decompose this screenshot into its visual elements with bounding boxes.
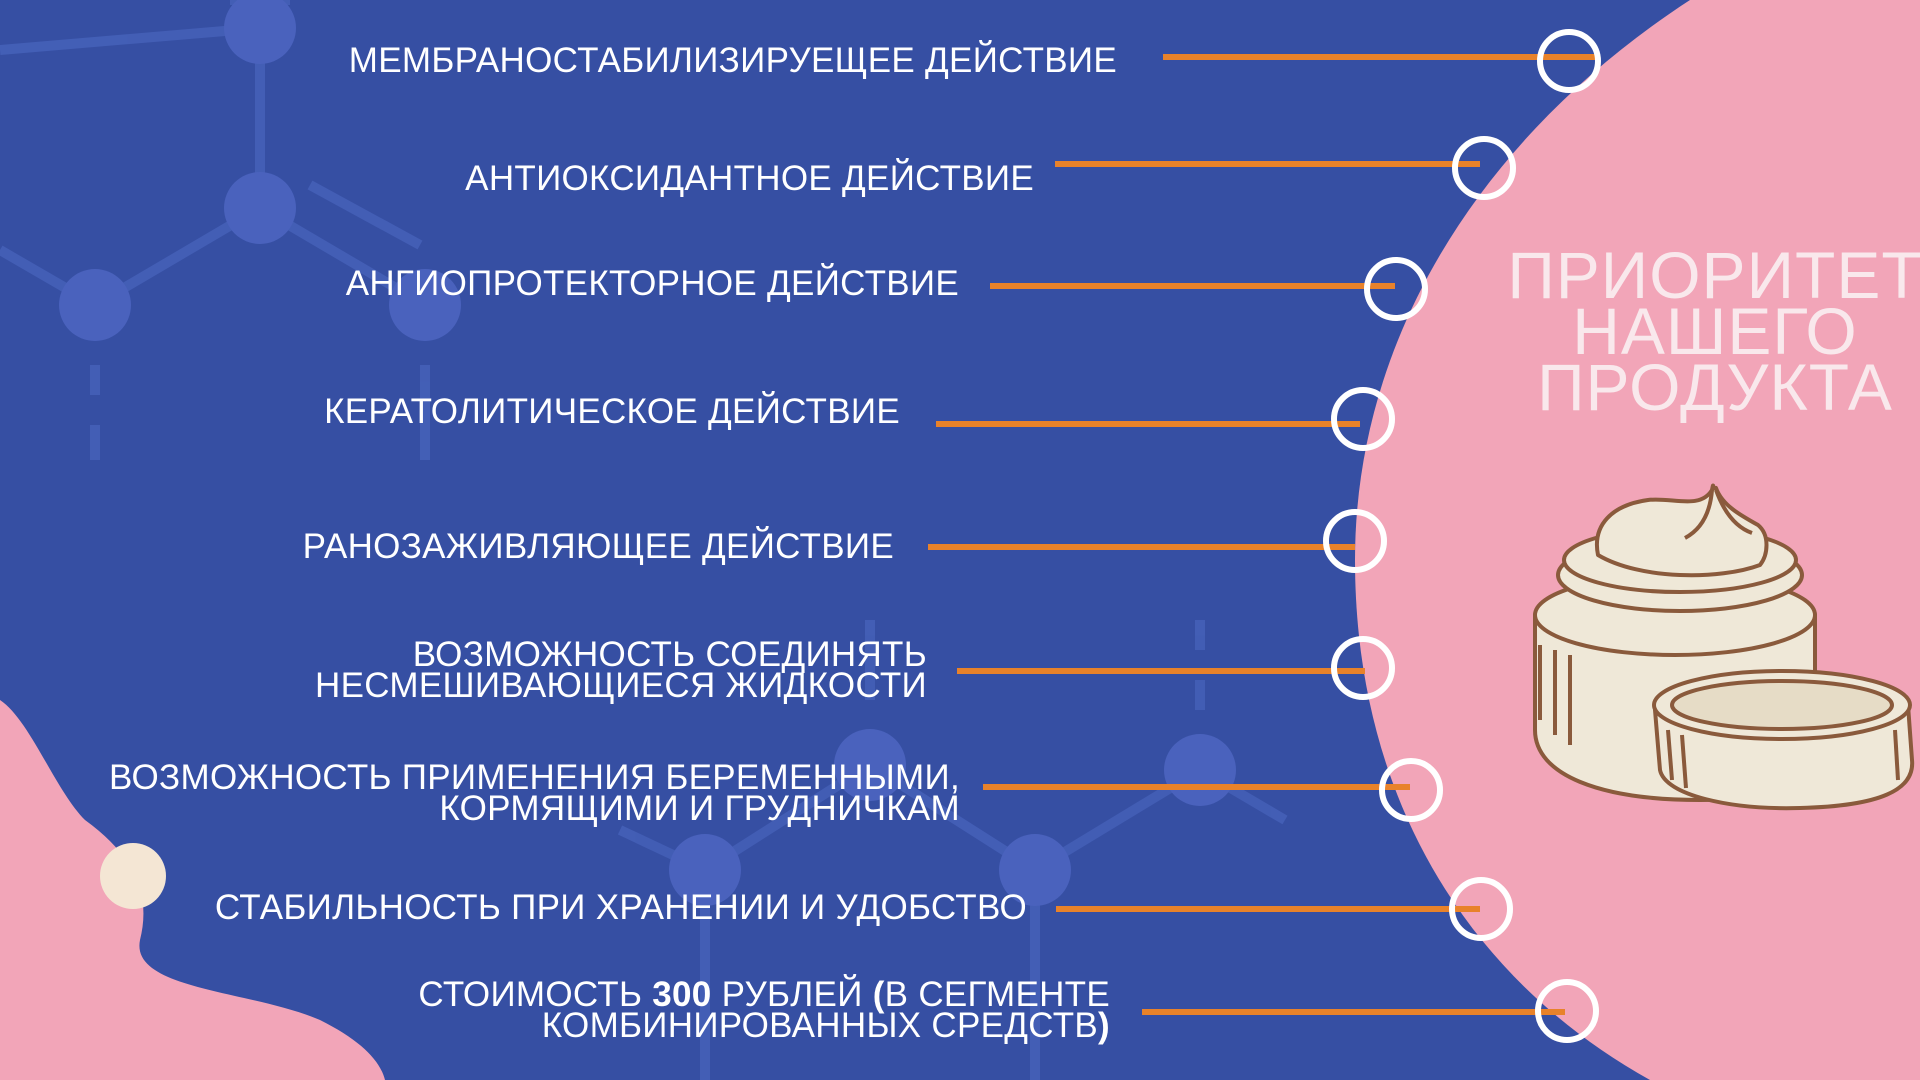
list-item: АНТИОКСИДАНТНОЕ ДЕЙСТВИЕ: [465, 159, 1034, 198]
ring-marker: [1449, 877, 1513, 941]
ring-marker: [1331, 636, 1395, 700]
title-line: ПРОДУКТА: [1537, 350, 1893, 424]
ring-marker: [1535, 979, 1599, 1043]
list-item-text: КЕРАТОЛИТИЧЕСКОЕ ДЕЙСТВИЕ: [324, 392, 900, 431]
list-item-text: КОМБИНИРОВАННЫХ СРЕДСТВ: [541, 1006, 1099, 1045]
list-item-text: РУБЛЕЙ: [711, 975, 873, 1014]
list-item-text: СТОИМОСТЬ: [418, 975, 653, 1014]
pink-left-blob: [0, 700, 385, 1080]
ring-marker: [1331, 387, 1395, 451]
list-item-text: ВОЗМОЖНОСТЬ ПРИМЕНЕНИЯ БЕРЕМЕННЫМИ,: [109, 758, 960, 797]
list-item: ВОЗМОЖНОСТЬ СОЕДИНЯТЬ НЕСМЕШИВАЮЩИЕСЯ ЖИ…: [315, 635, 927, 705]
price-value: 300: [652, 975, 712, 1014]
list-item-text: АНТИОКСИДАНТНОЕ ДЕЙСТВИЕ: [465, 159, 1034, 198]
list-item: СТОИМОСТЬ 300 РУБЛЕЙ (В СЕГМЕНТЕ КОМБИНИ…: [418, 977, 1110, 1043]
bracket-close: ): [1098, 1006, 1110, 1045]
ring-marker: [1323, 509, 1387, 573]
title-line: НАШЕГО: [1572, 294, 1858, 368]
list-item-text: МЕМБРАНОСТАБИЛИЗИРУЕЩЕЕ ДЕЙСТВИЕ: [348, 41, 1117, 80]
ring-marker: [1537, 29, 1601, 93]
list-item-text: РАНОЗАЖИВЛЯЮЩЕЕ ДЕЙСТВИЕ: [302, 527, 894, 566]
list-item: СТАБИЛЬНОСТЬ ПРИ ХРАНЕНИИ И УДОБСТВО: [214, 888, 1027, 927]
list-item: ВОЗМОЖНОСТЬ ПРИМЕНЕНИЯ БЕРЕМЕННЫМИ, КОРМ…: [109, 758, 960, 828]
list-item: МЕМБРАНОСТАБИЛИЗИРУЕЩЕЕ ДЕЙСТВИЕ: [348, 41, 1117, 80]
list-item-text: В СЕГМЕНТЕ: [884, 975, 1110, 1014]
list-item-text: КОРМЯЩИМИ И ГРУДНИЧКАМ: [439, 789, 960, 828]
title-line: ПРИОРИТЕТ: [1507, 238, 1920, 312]
list-item-text: ВОЗМОЖНОСТЬ СОЕДИНЯТЬ: [412, 635, 927, 674]
ring-marker: [1379, 758, 1443, 822]
list-item-text: АНГИОПРОТЕКТОРНОЕ ДЕЙСТВИЕ: [345, 264, 959, 303]
list-item-text: НЕСМЕШИВАЮЩИЕСЯ ЖИДКОСТИ: [315, 666, 927, 705]
list-item: АНГИОПРОТЕКТОРНОЕ ДЕЙСТВИЕ: [345, 264, 959, 303]
cream-dot: [100, 843, 166, 909]
page-title: ПРИОРИТЕТ НАШЕГО ПРОДУКТА: [1505, 238, 1920, 424]
list-item-text: СТАБИЛЬНОСТЬ ПРИ ХРАНЕНИИ И УДОБСТВО: [214, 888, 1027, 927]
list-item: КЕРАТОЛИТИЧЕСКОЕ ДЕЙСТВИЕ: [324, 392, 900, 431]
list-item: РАНОЗАЖИВЛЯЮЩЕЕ ДЕЙСТВИЕ: [302, 527, 894, 566]
ring-marker: [1364, 257, 1428, 321]
ring-marker: [1452, 136, 1516, 200]
bracket-open: (: [872, 975, 885, 1014]
